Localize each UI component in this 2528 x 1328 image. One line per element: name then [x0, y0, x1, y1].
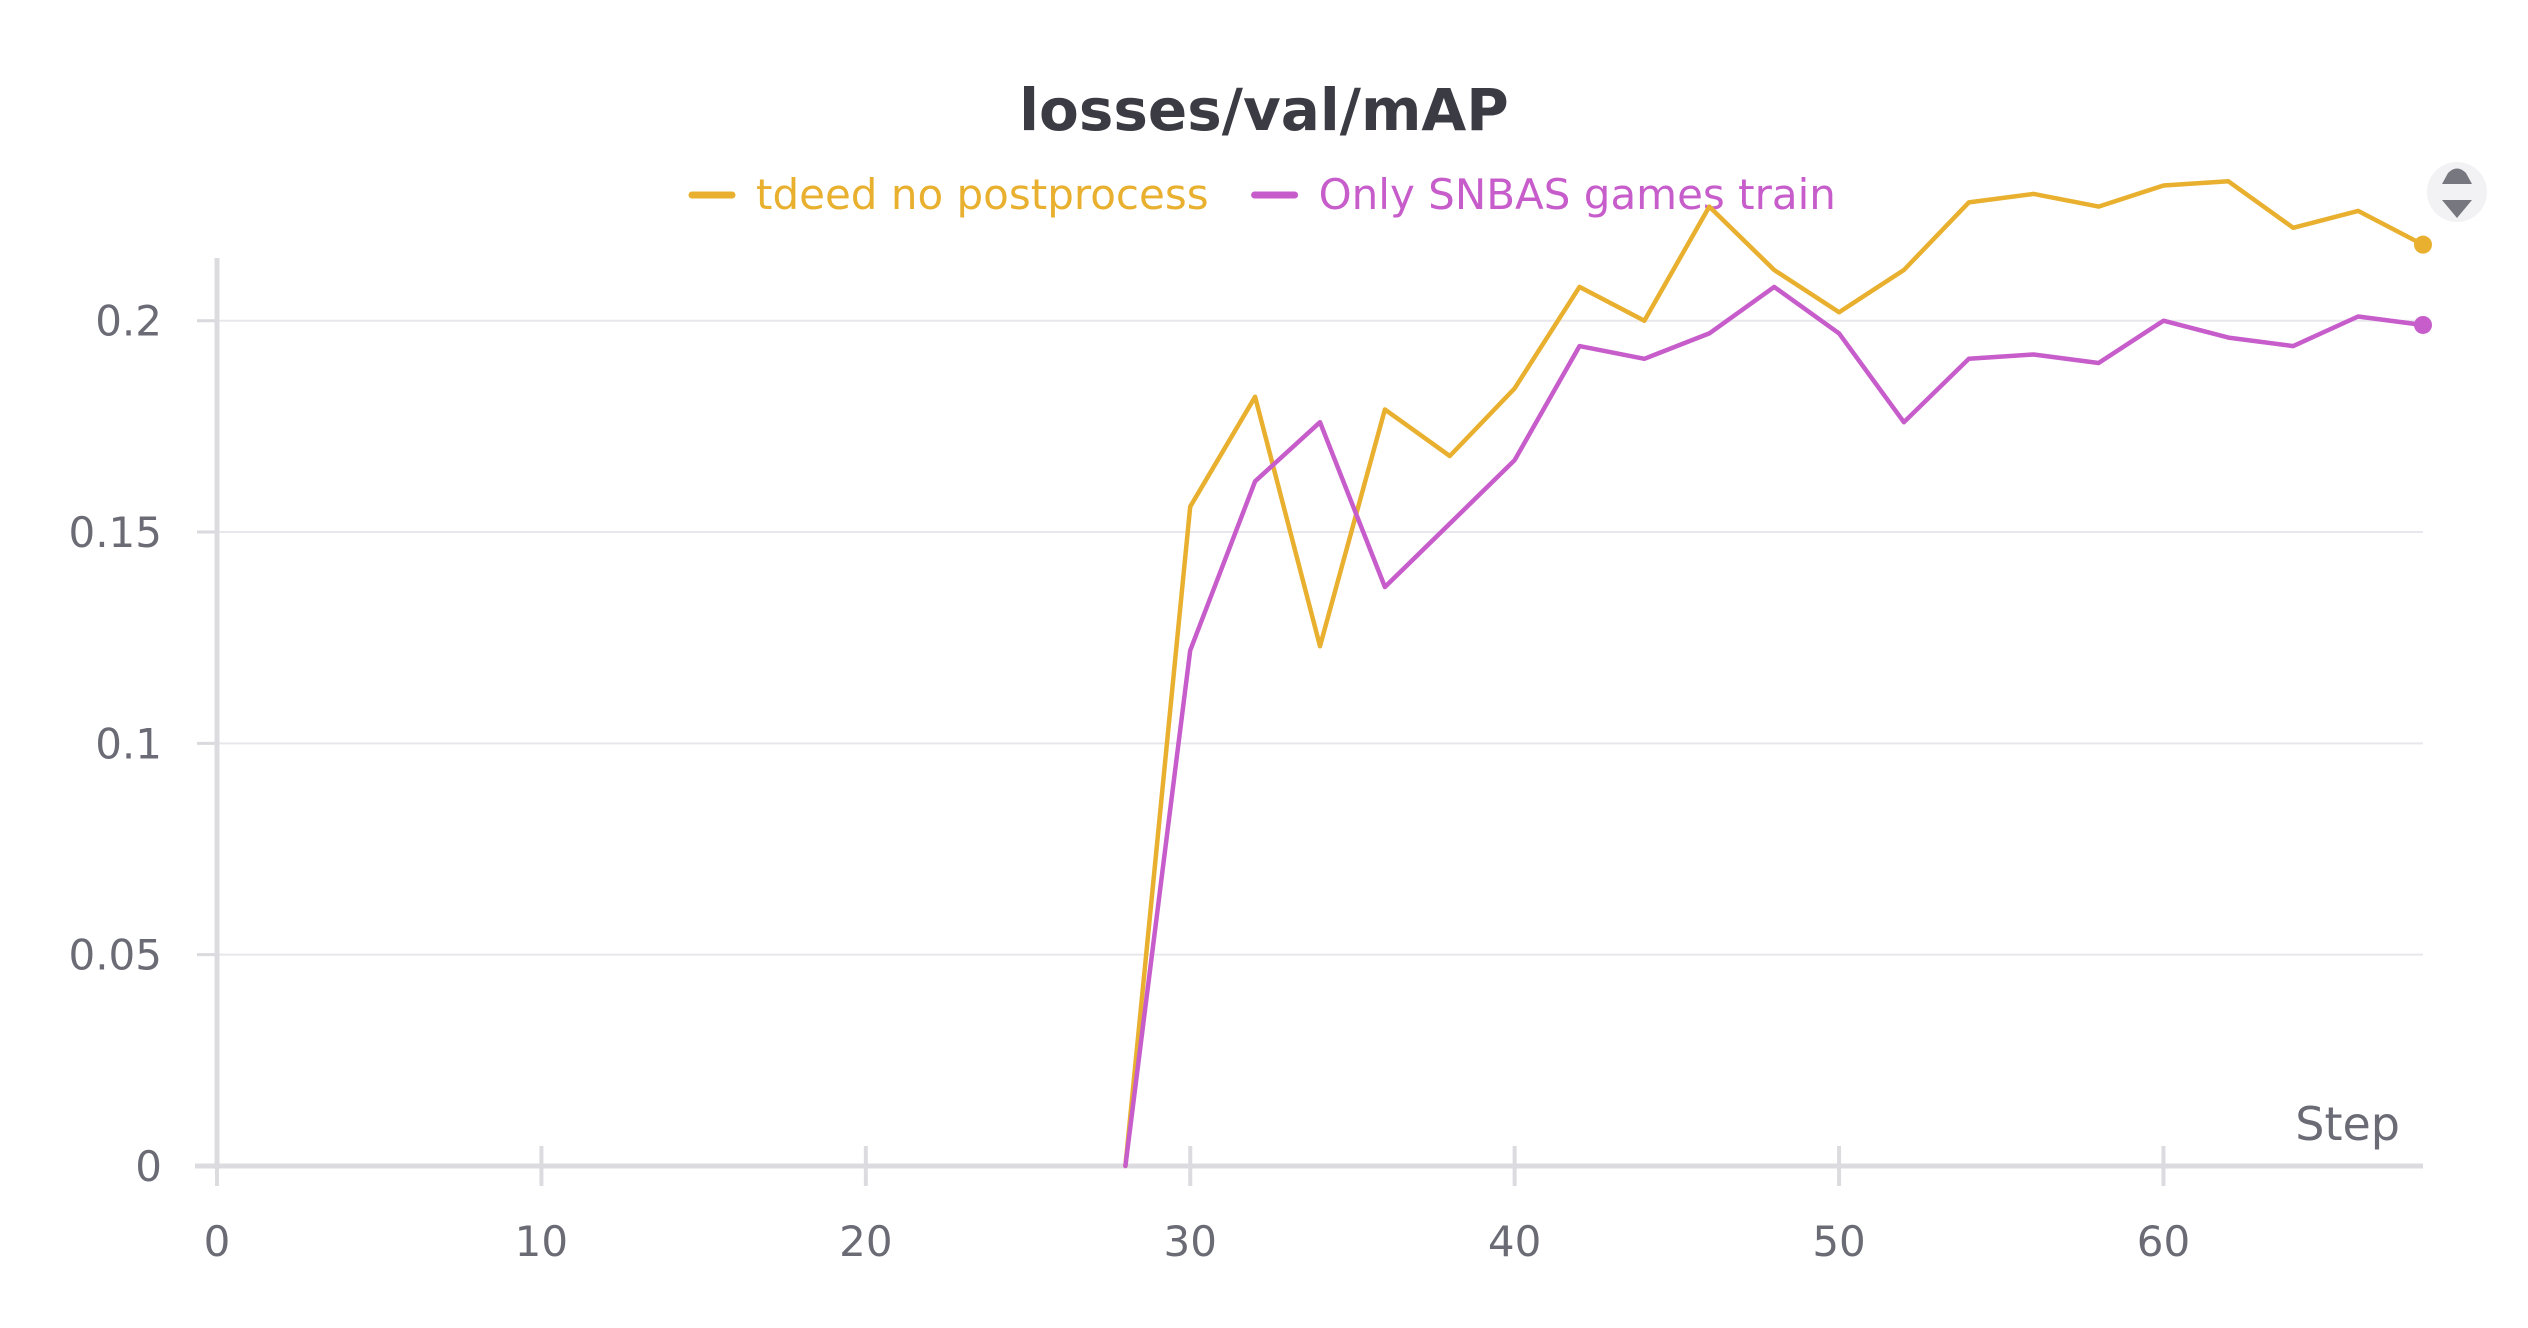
x-tick-label: 30	[1164, 1217, 1217, 1266]
x-tick-label: 20	[839, 1217, 892, 1266]
legend-label: Only SNBAS games train	[1319, 170, 1836, 219]
x-tick-label: 0	[204, 1217, 231, 1266]
legend: tdeed no postprocess Only SNBAS games tra…	[688, 170, 1836, 219]
series-line-1[interactable]	[1123, 179, 2426, 1169]
y-tick-label: 0.15	[68, 508, 162, 557]
y-tick-label: 0	[135, 1142, 162, 1191]
pin-sort-icon[interactable]	[2427, 162, 2487, 222]
series-line-2[interactable]	[1123, 284, 2426, 1169]
series-endpoint-2	[2414, 315, 2432, 334]
axes: 0 0.05 0.1 0.15 0.2 0 10 20 30 40 50 60	[68, 258, 2423, 1266]
legend-item-1[interactable]: tdeed no postprocess	[688, 170, 1209, 219]
legend-item-2[interactable]: Only SNBAS games train	[1251, 170, 1836, 219]
series-endpoint-1	[2414, 235, 2432, 254]
x-tick-label: 50	[1812, 1217, 1865, 1266]
x-tick-label: 60	[2137, 1217, 2190, 1266]
y-tick-label: 0.2	[95, 297, 162, 346]
gridlines	[217, 319, 2423, 956]
legend-label: tdeed no postprocess	[756, 170, 1209, 219]
y-tick-label: 0.05	[68, 931, 162, 980]
y-tick-label: 0.1	[95, 719, 162, 768]
series-layer	[1123, 179, 2432, 1169]
x-tick-label: 40	[1488, 1217, 1541, 1266]
x-axis-label: Step	[2295, 1097, 2400, 1151]
chart-title: losses/val/mAP	[1019, 76, 1509, 144]
x-tick-label: 10	[515, 1217, 568, 1266]
